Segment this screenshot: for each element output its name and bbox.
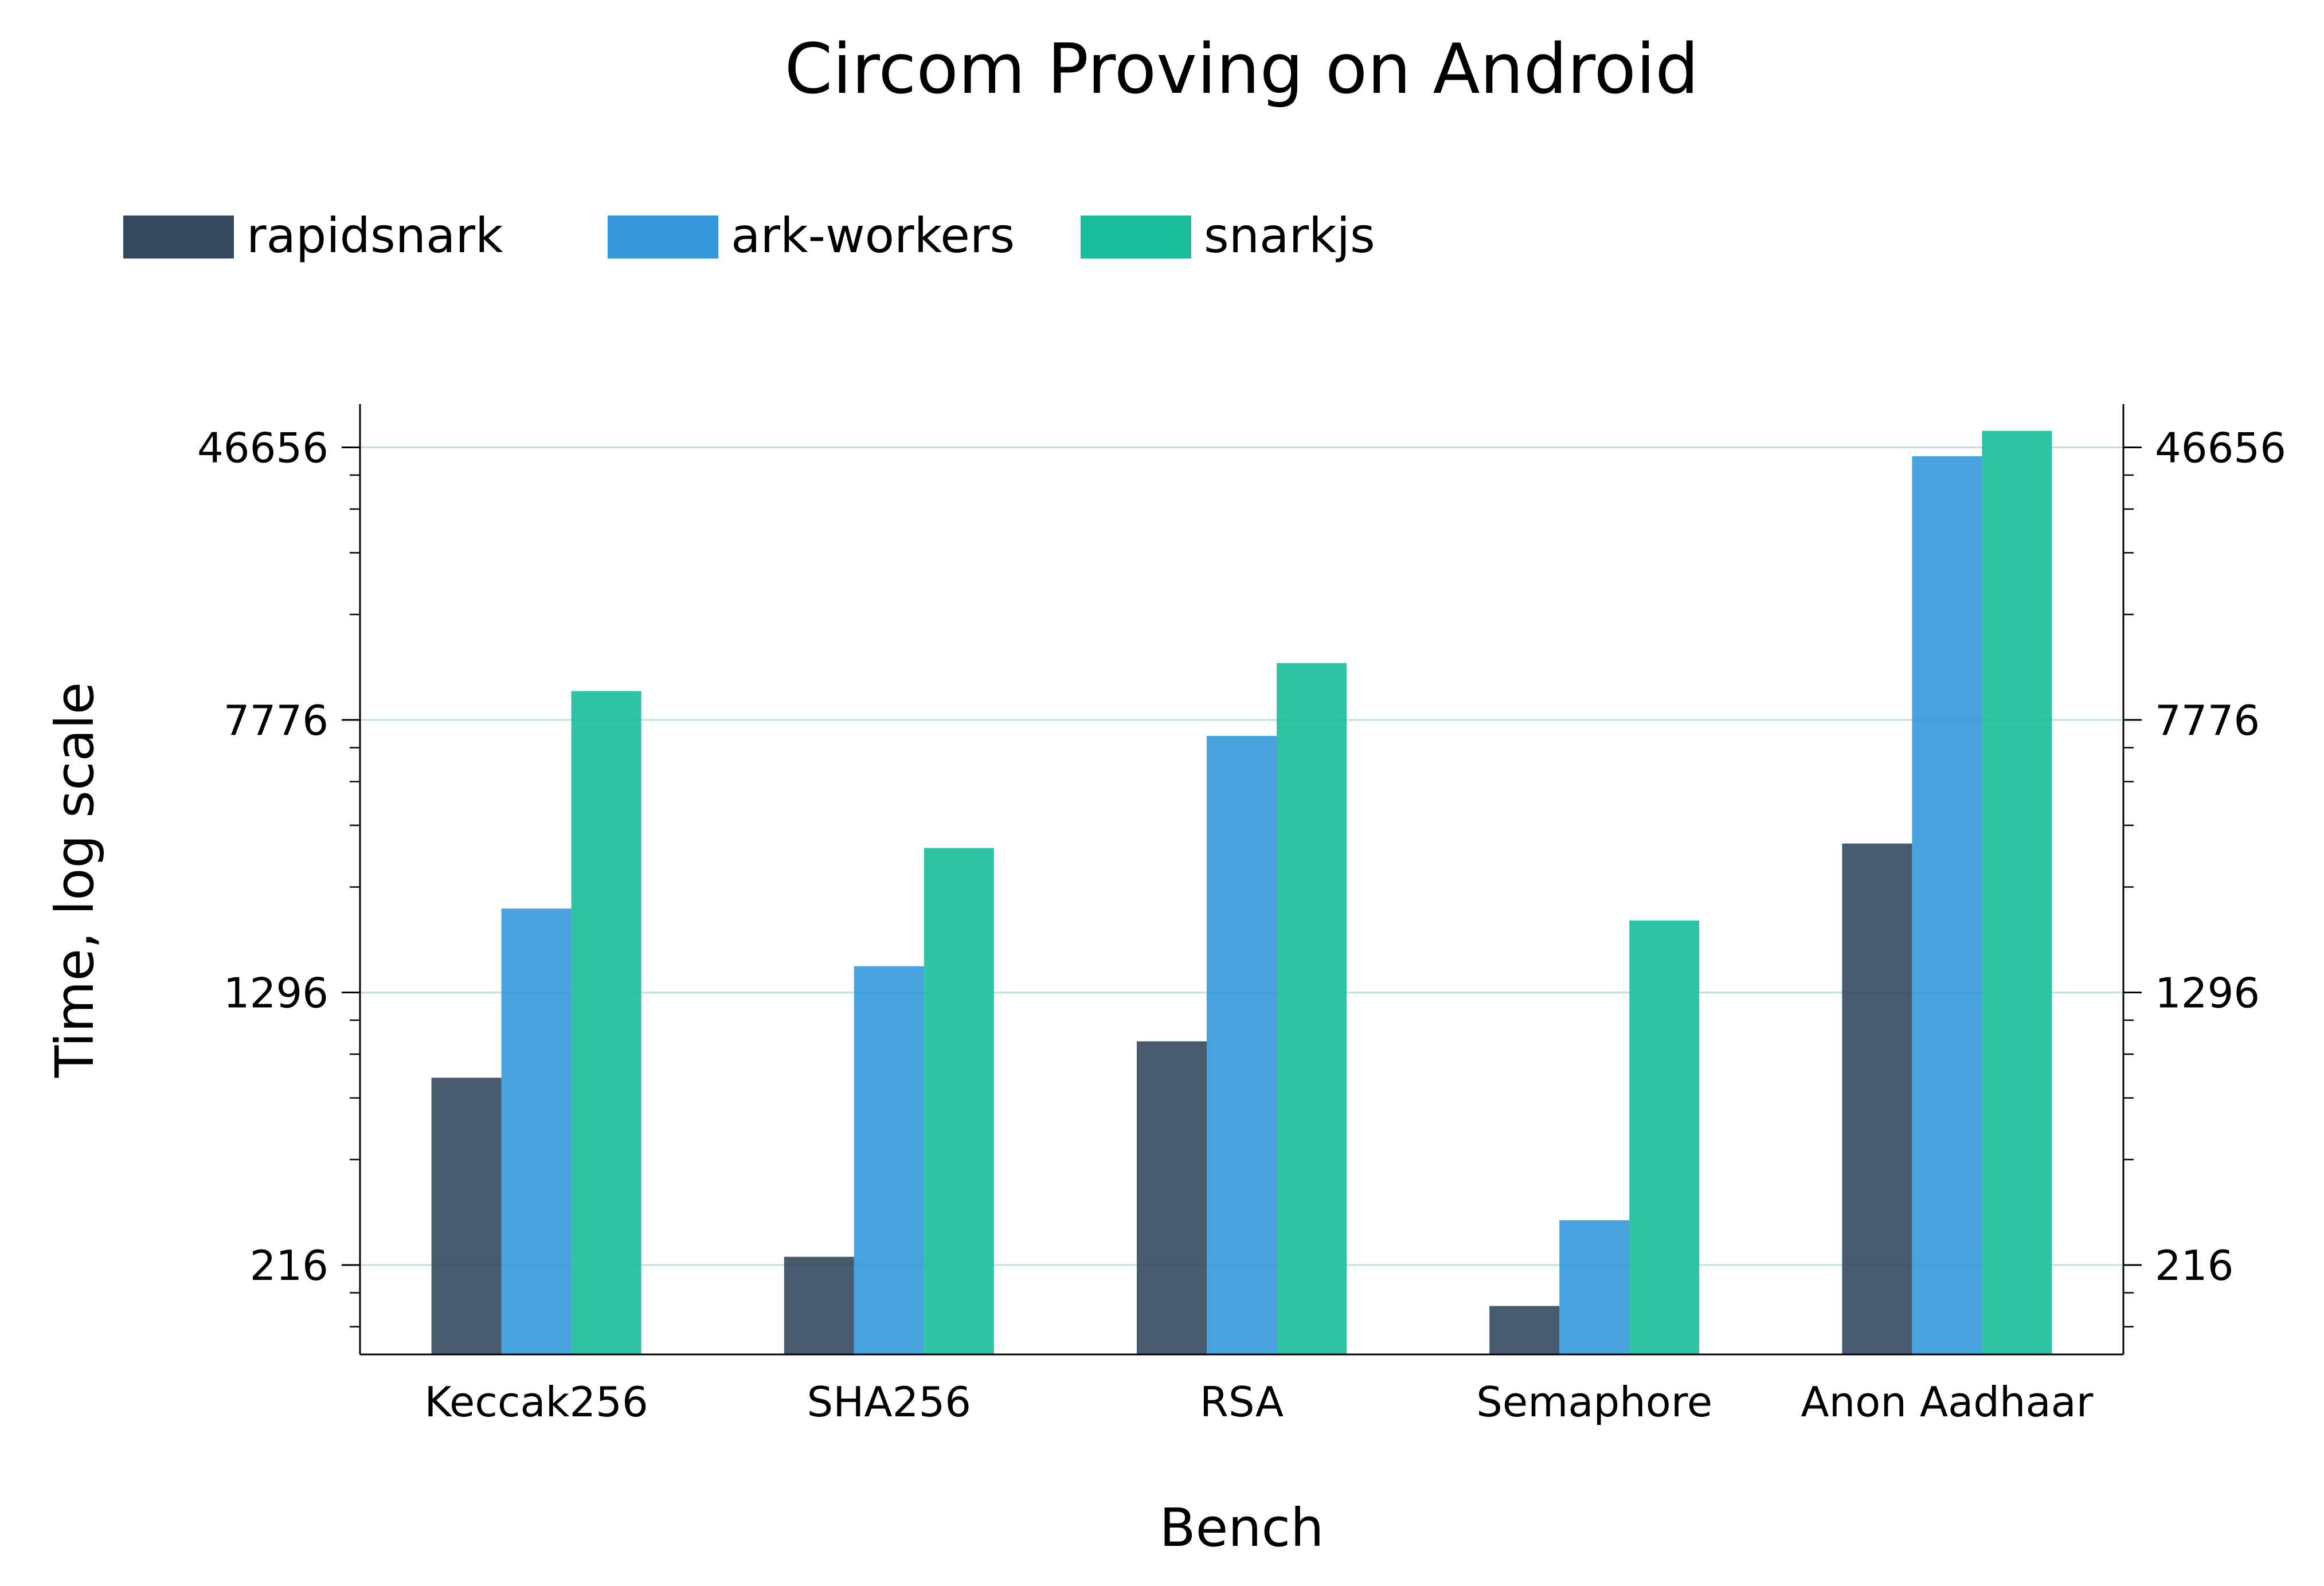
bar-rapidsnark-semaphore [1489,1306,1560,1354]
bar-snarkjs-rsa [1277,663,1347,1354]
y-tick-label-right-1296: 1296 [2155,969,2260,1017]
x-tick-label-anon-aadhaar: Anon Aadhaar [1801,1378,2093,1426]
bars [431,430,2052,1354]
bar-rapidsnark-keccak256 [431,1078,502,1354]
bar-ark-workers-keccak256 [501,908,572,1354]
chart-title: Circom Proving on Android [785,30,1699,109]
bar-rapidsnark-rsa [1137,1041,1207,1354]
legend-label-rapidsnark: rapidsnark [247,207,503,264]
bar-snarkjs-anon-aadhaar [1982,430,2052,1354]
y-tick-label-right-46656: 46656 [2155,424,2286,472]
y-tick-label-left-216: 216 [250,1242,328,1290]
bar-snarkjs-sha256 [924,848,994,1354]
bar-ark-workers-semaphore [1559,1220,1630,1354]
legend: rapidsnark ark-workers snarkjs [123,207,1375,264]
x-tick-label-rsa: RSA [1200,1378,1284,1426]
axes [359,404,2125,1356]
legend-swatch-snarkjs [1081,216,1191,259]
y-tick-label-left-1296: 1296 [224,969,328,1017]
y-tick-label-left-7776: 7776 [224,696,328,745]
legend-swatch-ark-workers [608,216,718,259]
y-axis-label: Time, log scale [44,682,105,1078]
bar-ark-workers-sha256 [854,966,924,1354]
bar-ark-workers-anon-aadhaar [1912,456,1982,1354]
bar-rapidsnark-sha256 [784,1256,854,1354]
y-tick-label-right-216: 216 [2155,1242,2233,1290]
bar-snarkjs-semaphore [1629,920,1700,1354]
legend-swatch-rapidsnark [123,216,234,259]
bar-ark-workers-rsa [1207,735,1277,1354]
x-tick-label-semaphore: Semaphore [1476,1378,1712,1426]
x-axis-label: Bench [1160,1497,1324,1558]
y-tick-label-left-46656: 46656 [197,424,328,472]
y-tick-label-right-7776: 7776 [2155,696,2260,745]
legend-label-snarkjs: snarkjs [1204,207,1375,264]
x-tick-label-keccak256: Keccak256 [424,1378,648,1426]
bar-snarkjs-keccak256 [571,691,641,1354]
ticks: Keccak256 SHA256 RSA Semaphore Anon Aadhaar 2… [197,424,2286,1426]
x-tick-label-sha256: SHA256 [807,1378,972,1426]
legend-label-ark-workers: ark-workers [731,207,1015,264]
bar-rapidsnark-anon-aadhaar [1842,843,1912,1354]
